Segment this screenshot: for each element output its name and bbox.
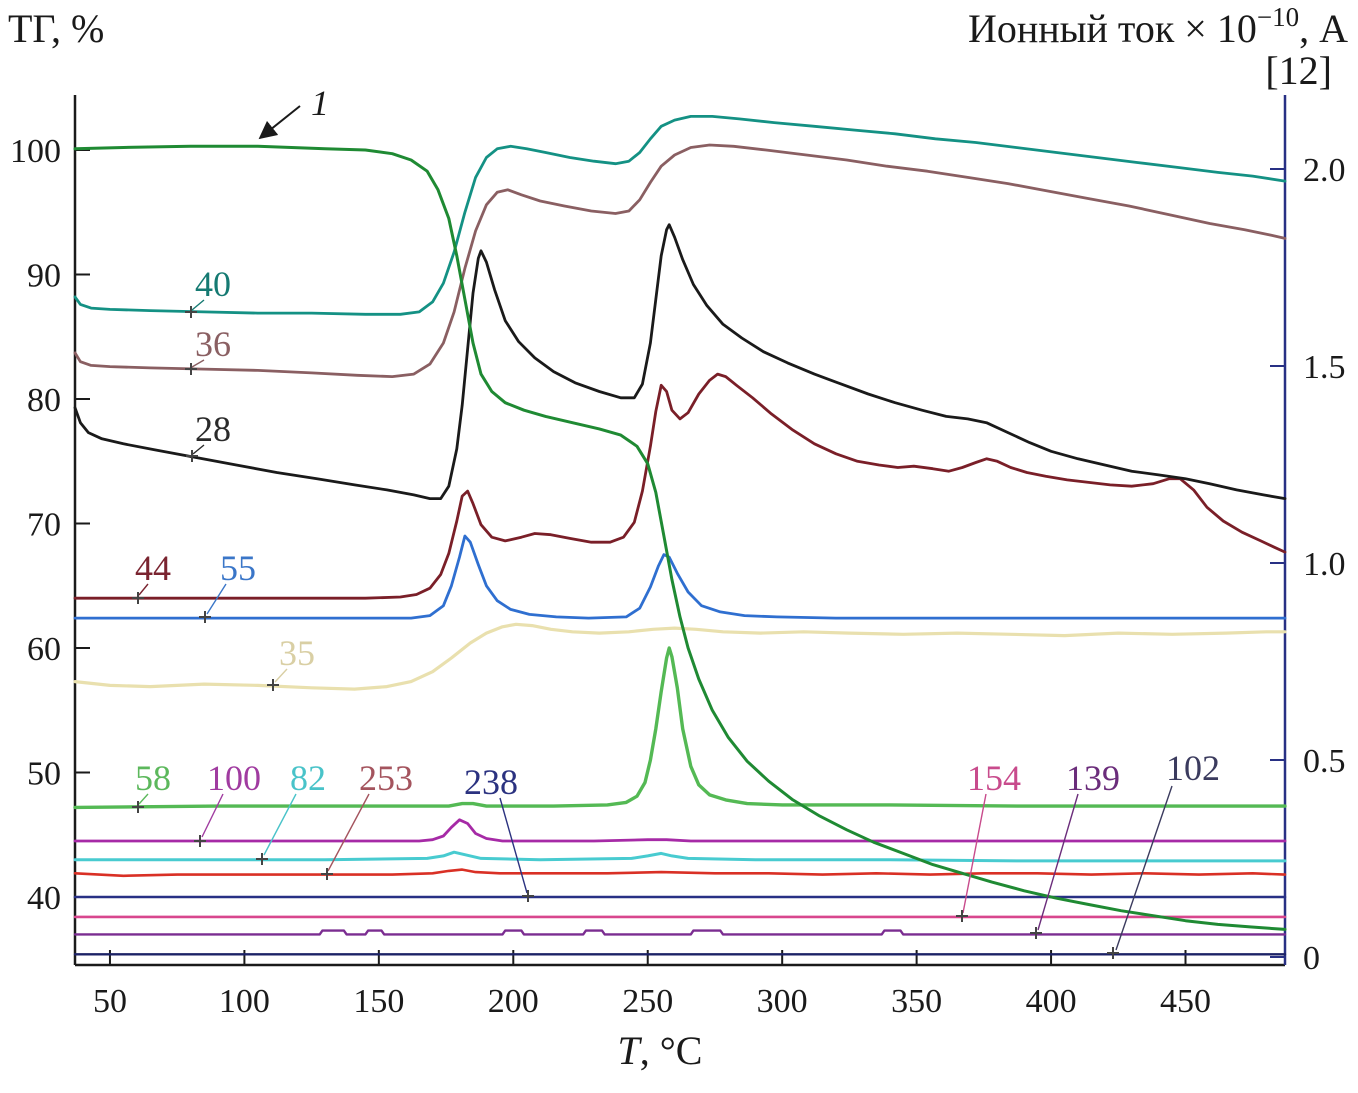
series-layer: [73, 115, 1287, 956]
annotation-tick-100: [194, 835, 206, 847]
annotation-leader-44: [138, 583, 149, 596]
annotation-label-44: 44: [135, 548, 171, 588]
series-35-curve: [73, 622, 1287, 691]
annotation-leader-154: [962, 793, 987, 914]
annotation-tick-44: [132, 592, 144, 604]
annotation-tick-82: [256, 853, 268, 865]
annotation-label-28: 28: [195, 409, 231, 449]
y-right-tick-label: 0.5: [1303, 743, 1346, 780]
x-tick-label: 400: [1026, 983, 1077, 1020]
annotation-label-82: 82: [290, 758, 326, 798]
series-40-curve: [73, 115, 1287, 316]
annotation-label-35: 35: [279, 633, 315, 673]
annotation-label-36: 36: [195, 324, 231, 364]
series-55-curve: [73, 534, 1287, 620]
left-axis-title: ТГ, %: [8, 6, 104, 51]
series-82-curve: [73, 850, 1287, 863]
annotation-tick-55: [199, 611, 211, 623]
annotation-tick-238: [522, 890, 534, 902]
y-right-tick-label: 1.5: [1303, 349, 1346, 386]
annotation-label-58: 58: [135, 758, 171, 798]
y-left-tick-label: 100: [10, 133, 61, 170]
series-139-curve: [73, 929, 1287, 936]
annotation-leader-82: [263, 793, 297, 856]
annotation-leader-1: [258, 105, 301, 140]
y-left-tick-label: 70: [27, 507, 61, 544]
annotation-tick-253: [321, 868, 333, 880]
x-tick-label: 150: [353, 983, 404, 1020]
annotation-label-100: 100: [207, 758, 261, 798]
annotation-label-253: 253: [359, 758, 413, 798]
annotation-leader-35: [274, 668, 288, 683]
annotation-leader-100: [201, 793, 224, 838]
series-100-curve: [73, 818, 1287, 843]
annotation-tick-102: [1107, 947, 1119, 959]
series-44-curve: [73, 372, 1287, 600]
x-tick-label: 300: [757, 983, 808, 1020]
x-tick-label: 100: [219, 983, 270, 1020]
y-left-tick-label: 60: [27, 631, 61, 668]
y-right-tick-label: 0: [1303, 940, 1320, 977]
annotation-tick-139: [1030, 927, 1042, 939]
reference-label: [12]: [1265, 48, 1332, 93]
annotation-leader-55: [206, 583, 227, 615]
annotation-label-40: 40: [195, 264, 231, 304]
x-tick-label: 50: [93, 983, 127, 1020]
annotation-tick-58: [132, 801, 144, 813]
x-tick-label: 200: [488, 983, 539, 1020]
annotation-tick-36: [185, 363, 197, 375]
x-tick-label: 350: [891, 983, 942, 1020]
annotation-leader-36: [191, 359, 205, 368]
annotation-tick-35: [267, 679, 279, 691]
y-left-tick-label: 80: [27, 382, 61, 419]
y-right-tick-label: 2.0: [1303, 152, 1346, 189]
right-axis-title: Ионный ток × 10−10, А: [968, 2, 1348, 51]
y-left-tick-label: 90: [27, 258, 61, 295]
annotation-label-1: 1: [311, 83, 329, 123]
series-TG-curve: [73, 144, 1287, 931]
annotation-label-154: 154: [967, 758, 1021, 798]
series-253-curve: [73, 868, 1287, 878]
series-58-curve: [73, 646, 1287, 810]
x-tick-label: 250: [622, 983, 673, 1020]
annotation-leader-58: [138, 793, 149, 805]
x-tick-label: 450: [1160, 983, 1211, 1020]
series-36-curve: [73, 143, 1287, 378]
annotations-layer: 1 40 36 28 44 55 35 58 100 82 253 238 154 139 102: [132, 83, 1220, 959]
annotation-leader-28: [192, 444, 205, 455]
annotation-leader-102: [1115, 785, 1173, 951]
annotation-tick-28: [186, 450, 198, 462]
annotation-label-55: 55: [220, 548, 256, 588]
annotation-leader-238: [499, 797, 528, 894]
annotation-label-238: 238: [464, 762, 518, 802]
x-axis-title: T, °C: [618, 1028, 703, 1073]
y-left-tick-label: 40: [27, 880, 61, 917]
y-right-tick-label: 1.0: [1303, 546, 1346, 583]
annotation-tick-154: [956, 910, 968, 922]
annotation-tick-40: [185, 306, 197, 318]
annotation-label-139: 139: [1066, 758, 1120, 798]
annotation-label-102: 102: [1166, 748, 1220, 788]
annotation-leader-40: [191, 299, 205, 311]
series-28-curve: [73, 223, 1287, 500]
annotation-leader-253: [327, 793, 370, 872]
y-left-tick-label: 50: [27, 756, 61, 793]
annotation-leader-139: [1037, 793, 1079, 931]
